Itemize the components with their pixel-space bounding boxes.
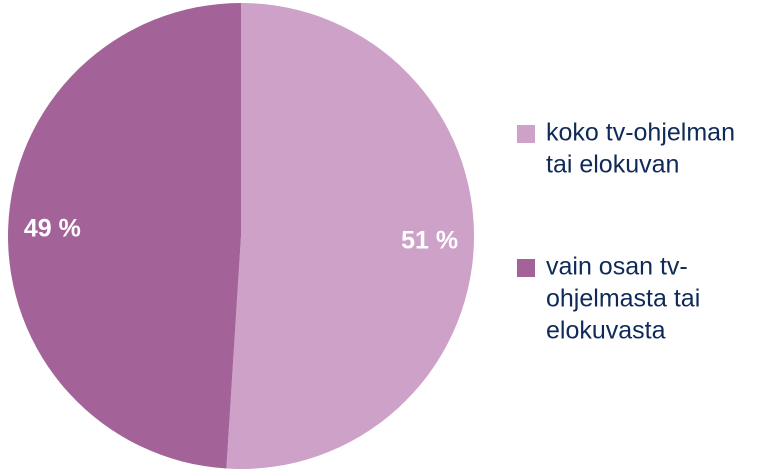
legend-label-line: vain osan tv- (546, 253, 688, 281)
legend-label-line: elokuvasta (546, 317, 666, 345)
pie-slice-1 (226, 3, 475, 469)
slice-value-label-1: 51 % (401, 227, 458, 255)
slice-value-label-2: 49 % (24, 215, 81, 243)
legend-label-line: tai elokuvan (546, 151, 679, 179)
legend-item-2: vain osan tv-ohjelmasta tai elokuvasta (517, 253, 700, 345)
legend: koko tv-ohjelman tai elokuvan vain osan tv… (517, 119, 735, 345)
legend-item-1: koko tv-ohjelman tai elokuvan (517, 119, 735, 179)
legend-label-line: koko tv-ohjelman (546, 119, 735, 147)
slices-layer (8, 3, 475, 469)
legend-label-line: ohjelmasta tai (546, 285, 700, 313)
legend-label-1: koko tv-ohjelman tai elokuvan (546, 119, 735, 179)
pie-slice-2 (8, 3, 241, 469)
legend-marker-1 (517, 125, 535, 143)
slice-labels-layer: 51 % 49 % (24, 215, 458, 255)
legend-marker-2 (517, 259, 535, 277)
legend-label-2: vain osan tv-ohjelmasta tai elokuvasta (546, 253, 700, 345)
